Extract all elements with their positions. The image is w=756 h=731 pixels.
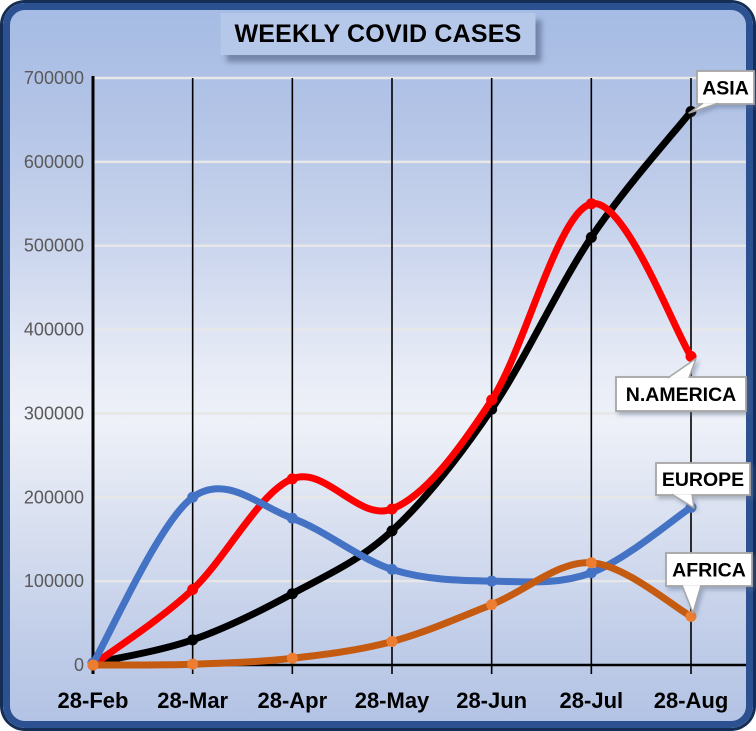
data-point-marker — [286, 588, 298, 600]
data-point-marker — [486, 575, 498, 587]
y-tick-label: 500000 — [24, 236, 84, 256]
data-point-marker — [386, 563, 398, 575]
x-category-label: 28-Mar — [157, 688, 228, 713]
x-category-label: 28-Apr — [257, 688, 327, 713]
data-point-marker — [187, 634, 199, 646]
y-tick-label: 400000 — [24, 320, 84, 340]
callout-box — [655, 462, 751, 496]
data-point-marker — [585, 557, 597, 569]
y-tick-label: 0 — [74, 655, 84, 675]
chart-frame — [3, 3, 753, 728]
data-point-marker — [187, 584, 199, 596]
callout-label: AFRICA — [672, 560, 746, 582]
data-point-marker — [386, 503, 398, 515]
y-tick-label: 300000 — [24, 403, 84, 423]
data-point-marker — [585, 231, 597, 243]
callout-pointer — [681, 584, 702, 614]
y-tick-label: 100000 — [24, 571, 84, 591]
data-point-marker — [386, 525, 398, 537]
x-category-label: 28-May — [355, 688, 430, 713]
callout-box — [665, 552, 753, 587]
data-point-marker — [386, 636, 398, 648]
series-label-asia: ASIA — [688, 70, 755, 114]
callout-box — [615, 376, 747, 412]
y-tick-label: 200000 — [24, 487, 84, 507]
series-africa — [87, 557, 697, 671]
y-tick-labels: 0 100000 200000 300000 400000 500000 600000 700… — [24, 68, 84, 675]
series-label-africa: AFRICA — [665, 552, 753, 614]
data-point-marker — [286, 473, 298, 485]
x-category-label: 28-Jun — [456, 688, 527, 713]
series-label-n-america: N.AMERICA — [615, 357, 747, 412]
data-point-marker — [187, 491, 199, 503]
data-point-marker — [685, 610, 697, 622]
vertical-gridlines — [191, 78, 692, 674]
series-label-europe: EUROPE — [655, 462, 751, 509]
data-point-marker — [187, 658, 199, 670]
callout-pointer — [671, 493, 695, 509]
callout-pointer — [667, 357, 697, 379]
y-tick-label: 600000 — [24, 152, 84, 172]
callout-box — [696, 70, 755, 105]
x-category-labels: 28-Feb 28-Mar 28-Apr 28-May 28-Jun 28-Jul 28-A… — [58, 688, 729, 713]
x-category-label: 28-Jul — [560, 688, 624, 713]
data-point-marker — [486, 599, 498, 611]
y-tick-label: 700000 — [24, 68, 84, 88]
data-point-marker — [585, 567, 597, 579]
callout-label: N.AMERICA — [626, 384, 737, 406]
chart-title: WEEKLY COVID CASES — [220, 13, 536, 55]
data-point-marker — [286, 652, 298, 664]
callout-label: ASIA — [702, 78, 749, 100]
data-point-marker — [486, 394, 498, 406]
x-category-label: 28-Feb — [58, 688, 129, 713]
data-point-marker — [87, 659, 99, 671]
x-category-label: 28-Aug — [654, 688, 729, 713]
series-europe — [87, 485, 697, 669]
data-point-marker — [585, 198, 597, 210]
callout-label: EUROPE — [662, 469, 744, 491]
data-point-marker — [286, 512, 298, 524]
callout-pointer — [688, 102, 719, 114]
